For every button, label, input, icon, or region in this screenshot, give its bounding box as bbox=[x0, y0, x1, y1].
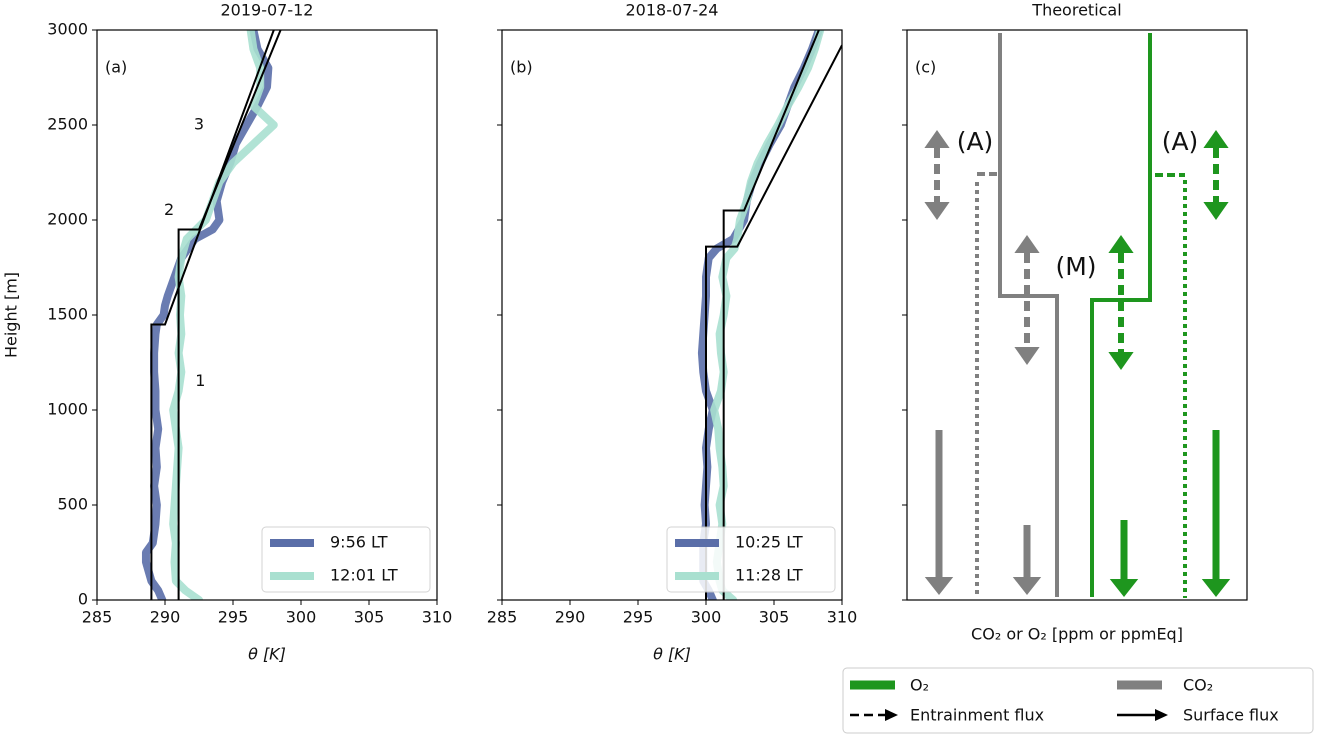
arrow-head bbox=[1108, 352, 1134, 370]
x-tick-label: 300 bbox=[691, 608, 722, 627]
schematic-line bbox=[1090, 33, 1152, 597]
panel-label: (b) bbox=[510, 58, 533, 77]
panel-title: 2019-07-12 bbox=[221, 1, 314, 20]
y-tick-label: 3000 bbox=[47, 20, 88, 39]
arrow-head bbox=[1201, 579, 1231, 597]
x-axis-label: CO₂ or O₂ [ppm or ppmEq] bbox=[971, 625, 1183, 644]
legend-label: 12:01 LT bbox=[330, 566, 398, 585]
annotation: (A) bbox=[957, 127, 994, 156]
legend-label: Entrainment flux bbox=[910, 706, 1044, 725]
annotation: 2 bbox=[164, 200, 174, 219]
x-tick-label: 295 bbox=[623, 608, 654, 627]
legend-label: Surface flux bbox=[1183, 706, 1279, 725]
arrow-head bbox=[1014, 347, 1040, 365]
legend-label: CO₂ bbox=[1183, 676, 1213, 695]
y-tick-label: 2500 bbox=[47, 115, 88, 134]
arrow-head bbox=[924, 202, 950, 220]
panel-title: Theoretical bbox=[1031, 1, 1121, 20]
legend-label: O₂ bbox=[910, 676, 929, 695]
flux-arrow bbox=[1014, 235, 1040, 365]
legend-label: 9:56 LT bbox=[330, 533, 388, 552]
legend-label: 11:28 LT bbox=[735, 566, 803, 585]
x-axis-label: θ [K] bbox=[653, 645, 691, 664]
model-line bbox=[177, 30, 282, 600]
flux-arrow bbox=[1108, 235, 1134, 370]
y-tick-label: 2000 bbox=[47, 210, 88, 229]
arrow-head bbox=[1014, 235, 1040, 253]
y-tick-label: 1500 bbox=[47, 305, 88, 324]
axes-frame bbox=[906, 29, 1248, 601]
y-axis-label: Height [m] bbox=[2, 272, 21, 358]
flux-arrow bbox=[1201, 430, 1231, 597]
legend-box bbox=[842, 667, 1314, 734]
x-tick-label: 290 bbox=[150, 608, 181, 627]
flux-arrow bbox=[1109, 520, 1139, 597]
panel-label: (c) bbox=[915, 58, 936, 77]
model-line bbox=[705, 44, 842, 600]
legend-label: 10:25 LT bbox=[735, 533, 803, 552]
flux-arrow bbox=[924, 130, 950, 220]
x-tick-label: 305 bbox=[354, 608, 385, 627]
x-axis-label: θ [K] bbox=[248, 645, 286, 664]
legend-arrow-head bbox=[1155, 709, 1168, 721]
x-tick-label: 285 bbox=[487, 608, 518, 627]
arrow-head bbox=[1108, 235, 1134, 253]
plot-area bbox=[141, 30, 282, 600]
arrow-head bbox=[1109, 579, 1139, 597]
arrow-head bbox=[924, 130, 950, 148]
x-tick-label: 300 bbox=[286, 608, 317, 627]
x-tick-label: 310 bbox=[422, 608, 453, 627]
axes-frame bbox=[501, 29, 843, 601]
annotation: 1 bbox=[195, 371, 205, 390]
legend-arrow-head bbox=[885, 709, 898, 721]
y-tick-label: 0 bbox=[78, 590, 88, 609]
x-tick-label: 290 bbox=[555, 608, 586, 627]
panel-label: (a) bbox=[105, 58, 127, 77]
arrow-head bbox=[1012, 577, 1042, 595]
arrow-head bbox=[924, 577, 954, 595]
y-tick-label: 500 bbox=[57, 495, 88, 514]
x-tick-label: 310 bbox=[827, 608, 858, 627]
x-tick-label: 295 bbox=[218, 608, 249, 627]
flux-arrow bbox=[1203, 130, 1229, 220]
x-tick-label: 285 bbox=[82, 608, 113, 627]
schematic-line bbox=[998, 33, 1059, 597]
model-line bbox=[722, 30, 820, 600]
annotation: 3 bbox=[194, 115, 204, 134]
flux-arrow bbox=[1012, 525, 1042, 595]
profile-line bbox=[169, 30, 278, 600]
arrow-head bbox=[1203, 130, 1229, 148]
plot-area bbox=[697, 30, 842, 600]
annotation: (M) bbox=[1055, 252, 1096, 281]
arrow-head bbox=[1203, 202, 1229, 220]
annotation: (A) bbox=[1162, 127, 1199, 156]
panel-title: 2018-07-24 bbox=[626, 1, 719, 20]
profile-line bbox=[141, 30, 273, 600]
x-tick-label: 305 bbox=[759, 608, 790, 627]
flux-arrow bbox=[924, 430, 954, 595]
y-tick-label: 1000 bbox=[47, 400, 88, 419]
